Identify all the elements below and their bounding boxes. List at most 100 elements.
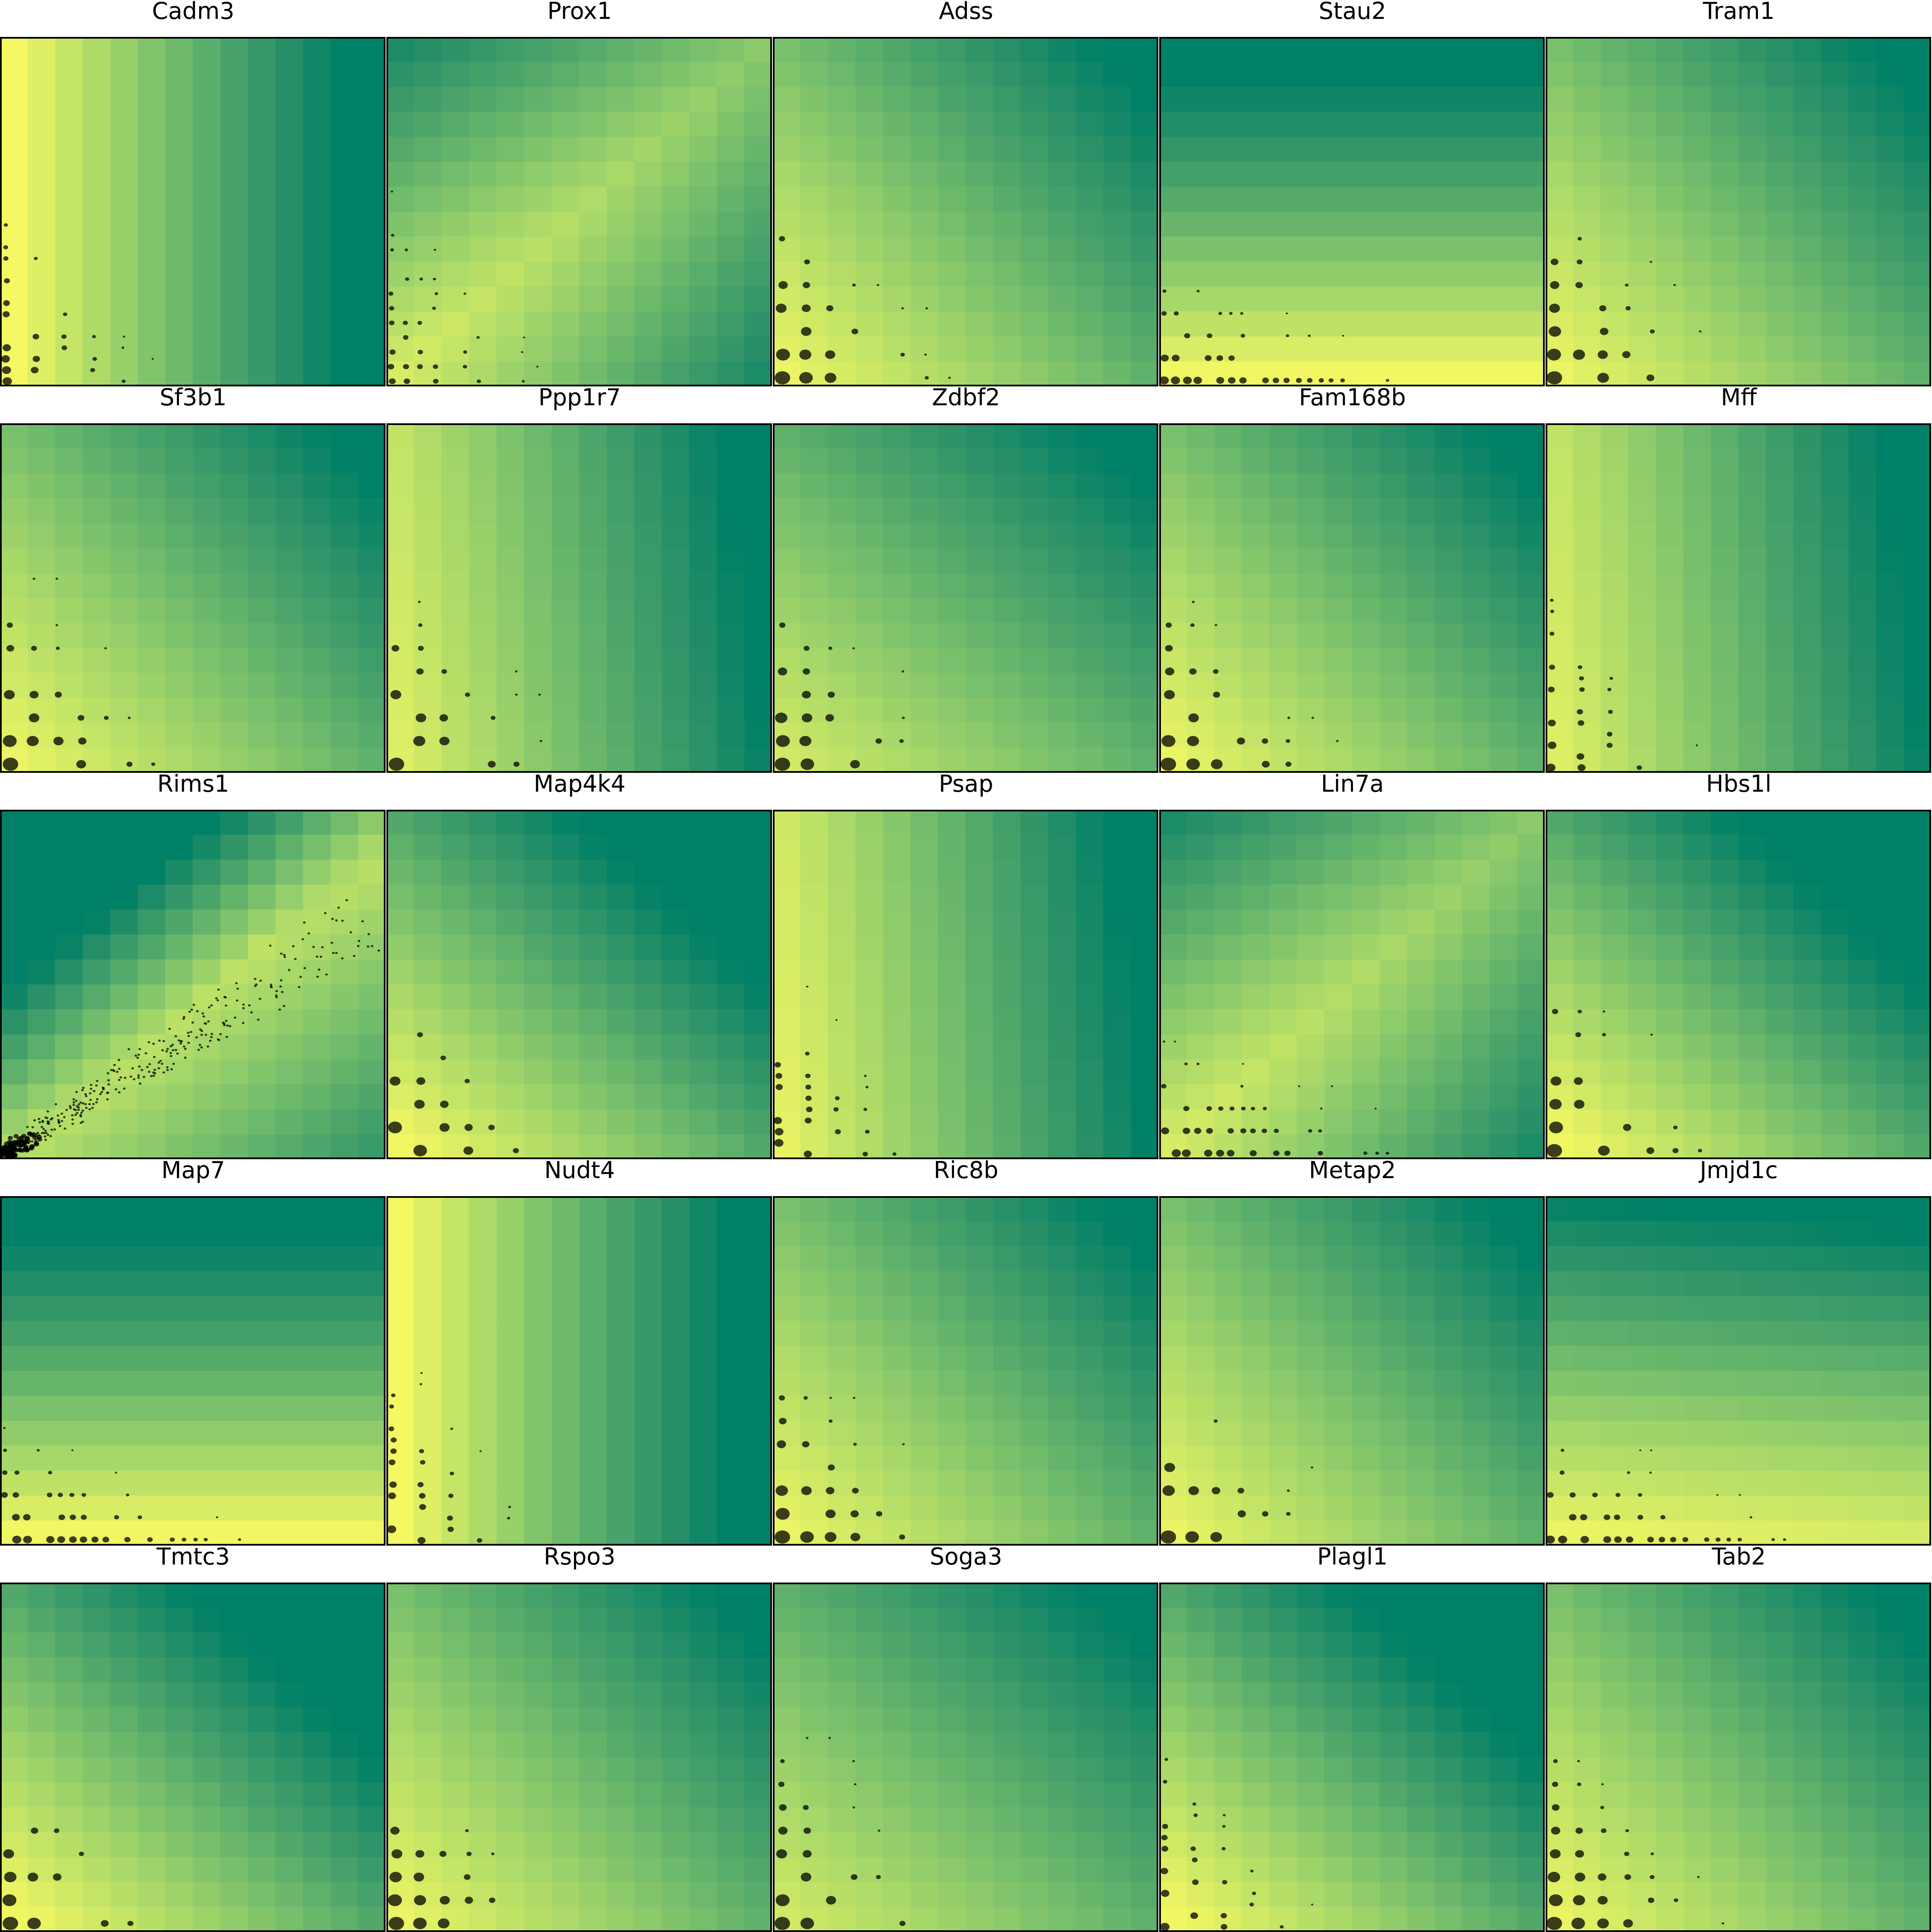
data-point: [419, 1493, 426, 1499]
heatmap-cell: [1656, 1109, 1684, 1135]
data-point: [389, 1426, 395, 1431]
heatmap-cell: [1876, 261, 1904, 287]
heatmap-cell: [662, 1034, 690, 1060]
data-point: [93, 1090, 96, 1092]
heatmap-cell: [993, 361, 1021, 386]
heatmap-cell: [1573, 1421, 1601, 1446]
heatmap-cell: [1601, 1421, 1629, 1446]
heatmap-cell: [1214, 1346, 1242, 1371]
heatmap-cell: [330, 62, 358, 87]
heatmap-cell: [0, 87, 28, 112]
heatmap-cell: [110, 161, 138, 187]
heatmap-cell: [441, 959, 470, 985]
heatmap-cell: [165, 1296, 193, 1321]
heatmap-cell: [1489, 673, 1518, 699]
heatmap-cell: [1269, 934, 1297, 960]
heatmap-cell: [1656, 1009, 1684, 1035]
heatmap-cell: [1407, 959, 1435, 985]
data-point: [146, 1066, 149, 1068]
heatmap-cell: [773, 161, 801, 187]
heatmap-cell: [1324, 1346, 1352, 1371]
heatmap-cell: [579, 1059, 607, 1085]
heatmap-cell: [855, 186, 884, 212]
heatmap-cell: [1159, 1034, 1187, 1060]
heatmap-cell: [303, 1134, 331, 1159]
panel-lin7a: Lin7a: [1159, 771, 1546, 1159]
heatmap-cell: [883, 237, 911, 262]
heatmap-cell: [1628, 1271, 1656, 1297]
heatmap-cell: [744, 835, 772, 860]
heatmap-cell: [0, 1371, 28, 1396]
heatmap-cell: [744, 1520, 772, 1546]
heatmap-cell: [1766, 261, 1794, 287]
heatmap-cell: [1489, 311, 1518, 337]
heatmap-cell: [1848, 673, 1877, 699]
heatmap-cell: [1075, 87, 1104, 112]
heatmap-cell: [828, 261, 856, 287]
heatmap-cell: [883, 934, 911, 960]
heatmap-cell: [82, 237, 111, 262]
data-point: [77, 715, 85, 721]
heatmap-cell: [855, 498, 884, 524]
heatmap-cell: [1130, 423, 1158, 449]
heatmap-cell: [1269, 1371, 1297, 1396]
heatmap-cell: [1876, 959, 1904, 985]
heatmap-cell: [137, 361, 166, 386]
heatmap-cell: [579, 673, 607, 699]
heatmap-cell: [1297, 1271, 1325, 1297]
heatmap-cell: [1903, 498, 1931, 524]
heatmap-cell: [358, 723, 386, 748]
heatmap-cell: [1103, 810, 1131, 835]
heatmap-cell: [1242, 648, 1270, 674]
data-point: [1285, 762, 1292, 767]
heatmap-cell: [1656, 909, 1684, 935]
heatmap-cell: [110, 1632, 138, 1658]
heatmap-cell: [1683, 1196, 1711, 1221]
heatmap-cell: [1573, 623, 1601, 648]
heatmap-cell: [330, 498, 358, 524]
heatmap-cell: [828, 909, 856, 935]
heatmap-cell: [220, 336, 248, 362]
heatmap-cell: [993, 137, 1021, 162]
heatmap-cell: [27, 137, 55, 162]
heatmap-cell: [275, 1221, 304, 1246]
data-point: [1574, 1100, 1585, 1109]
panel-title: Ppp1r7: [538, 384, 621, 411]
heatmap-cell: [717, 723, 745, 748]
heatmap-cell: [1766, 1495, 1794, 1521]
heatmap-cell: [165, 62, 193, 87]
heatmap-cell: [1048, 1321, 1076, 1346]
heatmap-cell: [330, 336, 358, 362]
heatmap-cell: [1048, 186, 1076, 212]
heatmap-cell: [386, 1034, 414, 1060]
heatmap-cell: [551, 423, 580, 449]
heatmap-cell: [27, 1583, 55, 1608]
heatmap-cell: [1352, 473, 1380, 499]
heatmap-cell: [1821, 62, 1849, 87]
data-point: [30, 367, 39, 374]
heatmap-cell: [0, 112, 28, 137]
heatmap-cell: [1738, 1470, 1766, 1496]
heatmap-cell: [386, 934, 414, 960]
heatmap-cell: [1214, 523, 1242, 549]
heatmap-cell: [634, 62, 662, 87]
heatmap-cell: [248, 1421, 276, 1446]
heatmap-cell: [110, 1520, 138, 1546]
heatmap-cell: [1821, 673, 1849, 699]
data-point: [419, 1383, 422, 1385]
data-point: [902, 670, 904, 673]
heatmap-cell: [55, 1470, 83, 1496]
heatmap-cell: [662, 884, 690, 910]
data-point: [777, 1440, 786, 1449]
data-point: [3, 300, 10, 306]
heatmap-cell: [1710, 137, 1739, 162]
heatmap-cell: [938, 673, 966, 699]
heatmap-cells: [1159, 423, 1545, 773]
heatmap-cell: [1766, 1109, 1794, 1135]
heatmap-cell: [1546, 934, 1574, 960]
heatmap-cell: [828, 161, 856, 187]
heatmap-cell: [634, 1446, 662, 1471]
heatmap-cell: [1187, 1196, 1215, 1221]
data-points: [389, 601, 542, 771]
heatmap-cell: [1021, 860, 1049, 885]
